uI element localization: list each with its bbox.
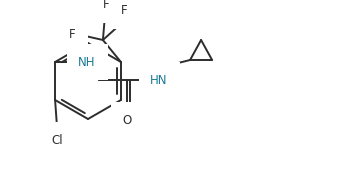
- Text: HN: HN: [150, 74, 168, 87]
- Text: O: O: [122, 114, 132, 127]
- Text: F: F: [69, 29, 76, 42]
- Text: F: F: [121, 4, 127, 17]
- Text: F: F: [103, 0, 109, 11]
- Text: Cl: Cl: [51, 134, 63, 147]
- Text: NH: NH: [78, 56, 96, 68]
